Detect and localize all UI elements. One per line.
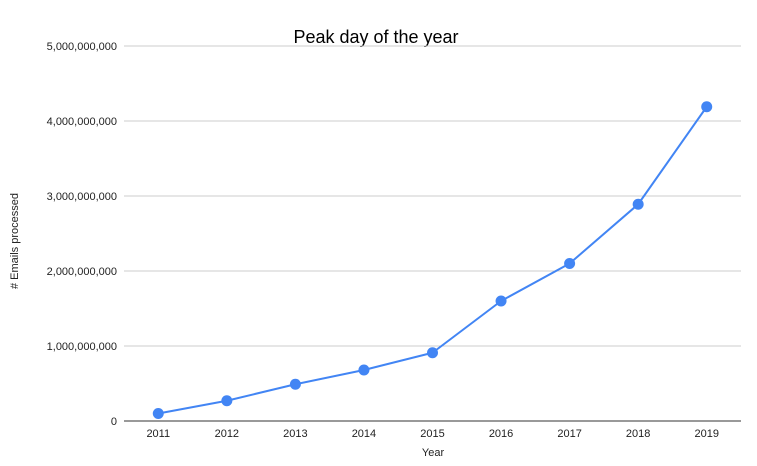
x-tick-label: 2011 <box>146 428 170 440</box>
x-tick-label: 2016 <box>489 428 513 440</box>
y-tick-label: 5,000,000,000 <box>47 41 117 53</box>
data-point <box>427 347 438 359</box>
x-axis-label: Year <box>422 447 445 459</box>
y-tick-label: 2,000,000,000 <box>47 266 117 278</box>
data-point <box>289 378 301 390</box>
x-tick-label: 2018 <box>626 428 650 440</box>
data-point <box>495 295 507 307</box>
x-tick-label: 2015 <box>420 428 444 440</box>
data-point <box>701 101 713 113</box>
chart-title: Peak day of the year <box>293 27 458 47</box>
y-tick-label: 3,000,000,000 <box>47 191 117 203</box>
series-layer <box>152 101 713 419</box>
data-point <box>358 364 370 376</box>
x-axis-ticks: 2011 2012 2013 2014 2015 2016 2017 2018 2019 <box>146 428 719 440</box>
data-point <box>221 395 233 407</box>
data-point <box>564 258 576 269</box>
y-tick-label: 1,000,000,000 <box>47 341 117 353</box>
y-axis-label: # Emails processed <box>9 193 21 289</box>
x-tick-label: 2012 <box>215 428 239 440</box>
x-tick-label: 2019 <box>694 428 718 440</box>
gridlines <box>124 45 741 422</box>
x-tick-label: 2013 <box>283 428 307 440</box>
y-axis-ticks: 0 1,000,000,000 2,000,000,000 3,000,000,000… <box>47 41 117 428</box>
y-tick-label: 0 <box>111 416 117 428</box>
data-point <box>632 198 644 210</box>
x-tick-label: 2017 <box>557 428 581 440</box>
data-point <box>152 408 164 419</box>
x-tick-label: 2014 <box>352 428 376 440</box>
series-line <box>158 106 708 415</box>
y-tick-label: 4,000,000,000 <box>47 116 117 128</box>
